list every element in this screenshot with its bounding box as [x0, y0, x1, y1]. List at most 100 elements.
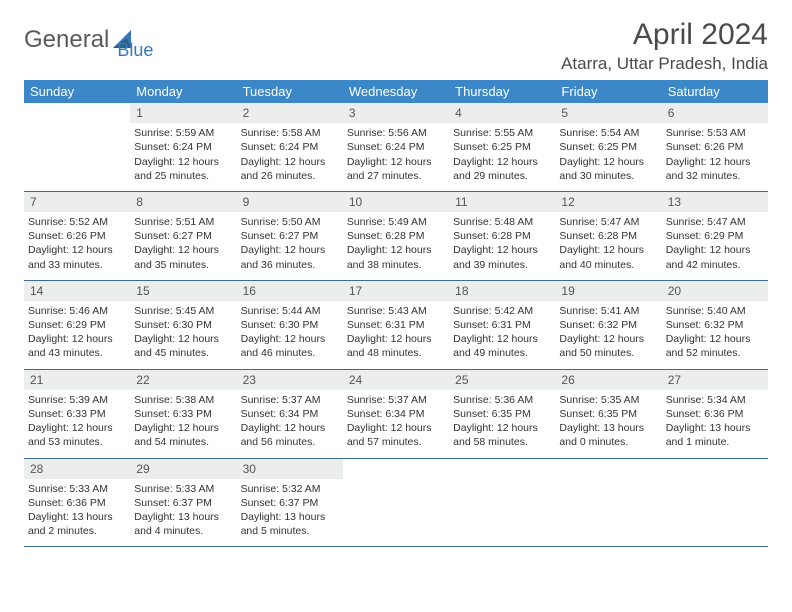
day-number: 6: [662, 103, 768, 123]
sunset-text: Sunset: 6:29 PM: [28, 318, 126, 332]
sunset-text: Sunset: 6:24 PM: [241, 140, 339, 154]
sunset-text: Sunset: 6:33 PM: [28, 407, 126, 421]
day-body: Sunrise: 5:45 AMSunset: 6:30 PMDaylight:…: [130, 301, 236, 369]
day-body: Sunrise: 5:48 AMSunset: 6:28 PMDaylight:…: [449, 212, 555, 280]
sunset-text: Sunset: 6:35 PM: [453, 407, 551, 421]
day-body: Sunrise: 5:39 AMSunset: 6:33 PMDaylight:…: [24, 390, 130, 458]
day-body: Sunrise: 5:33 AMSunset: 6:37 PMDaylight:…: [130, 479, 236, 547]
sunrise-text: Sunrise: 5:44 AM: [241, 304, 339, 318]
sunrise-text: Sunrise: 5:37 AM: [347, 393, 445, 407]
day-body: [555, 479, 661, 535]
day-cell: 9Sunrise: 5:50 AMSunset: 6:27 PMDaylight…: [237, 192, 343, 280]
day-body: Sunrise: 5:37 AMSunset: 6:34 PMDaylight:…: [237, 390, 343, 458]
day-cell: 20Sunrise: 5:40 AMSunset: 6:32 PMDayligh…: [662, 281, 768, 369]
day-cell: 10Sunrise: 5:49 AMSunset: 6:28 PMDayligh…: [343, 192, 449, 280]
sunrise-text: Sunrise: 5:39 AM: [28, 393, 126, 407]
day-number: 4: [449, 103, 555, 123]
sunrise-text: Sunrise: 5:33 AM: [28, 482, 126, 496]
day-number: 18: [449, 281, 555, 301]
sunset-text: Sunset: 6:24 PM: [347, 140, 445, 154]
sunset-text: Sunset: 6:33 PM: [134, 407, 232, 421]
day-cell: 12Sunrise: 5:47 AMSunset: 6:28 PMDayligh…: [555, 192, 661, 280]
daylight-text: Daylight: 13 hours and 4 minutes.: [134, 510, 232, 538]
weeks-container: 1Sunrise: 5:59 AMSunset: 6:24 PMDaylight…: [24, 103, 768, 547]
day-number: 17: [343, 281, 449, 301]
day-cell: 3 Sunrise: 5:56 AMSunset: 6:24 PMDaylight…: [343, 103, 449, 191]
day-number: 3: [343, 103, 449, 123]
day-body: Sunrise: 5:47 AMSunset: 6:29 PMDaylight:…: [662, 212, 768, 280]
daylight-text: Daylight: 13 hours and 1 minute.: [666, 421, 764, 449]
day-cell: [24, 103, 130, 191]
sunset-text: Sunset: 6:24 PM: [134, 140, 232, 154]
calendar: Sunday Monday Tuesday Wednesday Thursday…: [24, 80, 768, 547]
day-cell: [662, 459, 768, 547]
daylight-text: Daylight: 12 hours and 27 minutes.: [347, 155, 445, 183]
sunset-text: Sunset: 6:26 PM: [28, 229, 126, 243]
day-cell: 19Sunrise: 5:41 AMSunset: 6:32 PMDayligh…: [555, 281, 661, 369]
sunset-text: Sunset: 6:31 PM: [347, 318, 445, 332]
day-cell: 25Sunrise: 5:36 AMSunset: 6:35 PMDayligh…: [449, 370, 555, 458]
sunset-text: Sunset: 6:27 PM: [241, 229, 339, 243]
day-cell: 27Sunrise: 5:34 AMSunset: 6:36 PMDayligh…: [662, 370, 768, 458]
daylight-text: Daylight: 12 hours and 52 minutes.: [666, 332, 764, 360]
day-cell: 7Sunrise: 5:52 AMSunset: 6:26 PMDaylight…: [24, 192, 130, 280]
sunrise-text: Sunrise: 5:56 AM: [347, 126, 445, 140]
logo: General Blue: [24, 18, 153, 61]
day-number: 19: [555, 281, 661, 301]
day-cell: [343, 459, 449, 547]
day-cell: 23Sunrise: 5:37 AMSunset: 6:34 PMDayligh…: [237, 370, 343, 458]
day-number: 30: [237, 459, 343, 479]
day-body: Sunrise: 5:35 AMSunset: 6:35 PMDaylight:…: [555, 390, 661, 458]
sunrise-text: Sunrise: 5:48 AM: [453, 215, 551, 229]
weekday-header: Saturday: [662, 80, 768, 103]
sunrise-text: Sunrise: 5:58 AM: [241, 126, 339, 140]
sunset-text: Sunset: 6:28 PM: [559, 229, 657, 243]
weekday-header: Thursday: [449, 80, 555, 103]
day-cell: 22Sunrise: 5:38 AMSunset: 6:33 PMDayligh…: [130, 370, 236, 458]
sunrise-text: Sunrise: 5:42 AM: [453, 304, 551, 318]
sunrise-text: Sunrise: 5:47 AM: [559, 215, 657, 229]
daylight-text: Daylight: 12 hours and 32 minutes.: [666, 155, 764, 183]
sunrise-text: Sunrise: 5:46 AM: [28, 304, 126, 318]
day-number: 26: [555, 370, 661, 390]
daylight-text: Daylight: 12 hours and 33 minutes.: [28, 243, 126, 271]
sunrise-text: Sunrise: 5:33 AM: [134, 482, 232, 496]
sunset-text: Sunset: 6:34 PM: [241, 407, 339, 421]
day-cell: 24Sunrise: 5:37 AMSunset: 6:34 PMDayligh…: [343, 370, 449, 458]
daylight-text: Daylight: 12 hours and 54 minutes.: [134, 421, 232, 449]
sunrise-text: Sunrise: 5:35 AM: [559, 393, 657, 407]
sunrise-text: Sunrise: 5:53 AM: [666, 126, 764, 140]
day-cell: 21Sunrise: 5:39 AMSunset: 6:33 PMDayligh…: [24, 370, 130, 458]
sunrise-text: Sunrise: 5:43 AM: [347, 304, 445, 318]
day-cell: 1Sunrise: 5:59 AMSunset: 6:24 PMDaylight…: [130, 103, 236, 191]
day-cell: [449, 459, 555, 547]
day-number: 8: [130, 192, 236, 212]
day-cell: 26Sunrise: 5:35 AMSunset: 6:35 PMDayligh…: [555, 370, 661, 458]
day-body: Sunrise: 5:49 AMSunset: 6:28 PMDaylight:…: [343, 212, 449, 280]
day-number: 23: [237, 370, 343, 390]
logo-text-general: General: [24, 26, 109, 54]
logo-text-blue: Blue: [117, 40, 153, 61]
daylight-text: Daylight: 13 hours and 0 minutes.: [559, 421, 657, 449]
day-number: 27: [662, 370, 768, 390]
day-number: 9: [237, 192, 343, 212]
weekday-header-row: Sunday Monday Tuesday Wednesday Thursday…: [24, 80, 768, 103]
sunset-text: Sunset: 6:28 PM: [453, 229, 551, 243]
day-number: 28: [24, 459, 130, 479]
day-body: Sunrise: 5:32 AMSunset: 6:37 PMDaylight:…: [237, 479, 343, 547]
day-number: 25: [449, 370, 555, 390]
sunrise-text: Sunrise: 5:50 AM: [241, 215, 339, 229]
daylight-text: Daylight: 12 hours and 42 minutes.: [666, 243, 764, 271]
sunrise-text: Sunrise: 5:45 AM: [134, 304, 232, 318]
sunrise-text: Sunrise: 5:41 AM: [559, 304, 657, 318]
daylight-text: Daylight: 12 hours and 49 minutes.: [453, 332, 551, 360]
day-cell: 30Sunrise: 5:32 AMSunset: 6:37 PMDayligh…: [237, 459, 343, 547]
day-body: Sunrise: 5:55 AMSunset: 6:25 PMDaylight:…: [449, 123, 555, 191]
day-body: Sunrise: 5:33 AMSunset: 6:36 PMDaylight:…: [24, 479, 130, 547]
day-body: Sunrise: 5:34 AMSunset: 6:36 PMDaylight:…: [662, 390, 768, 458]
day-body: Sunrise: 5:36 AMSunset: 6:35 PMDaylight:…: [449, 390, 555, 458]
sunset-text: Sunset: 6:30 PM: [134, 318, 232, 332]
week-row: 28Sunrise: 5:33 AMSunset: 6:36 PMDayligh…: [24, 459, 768, 548]
day-number: 15: [130, 281, 236, 301]
day-number: 7: [24, 192, 130, 212]
